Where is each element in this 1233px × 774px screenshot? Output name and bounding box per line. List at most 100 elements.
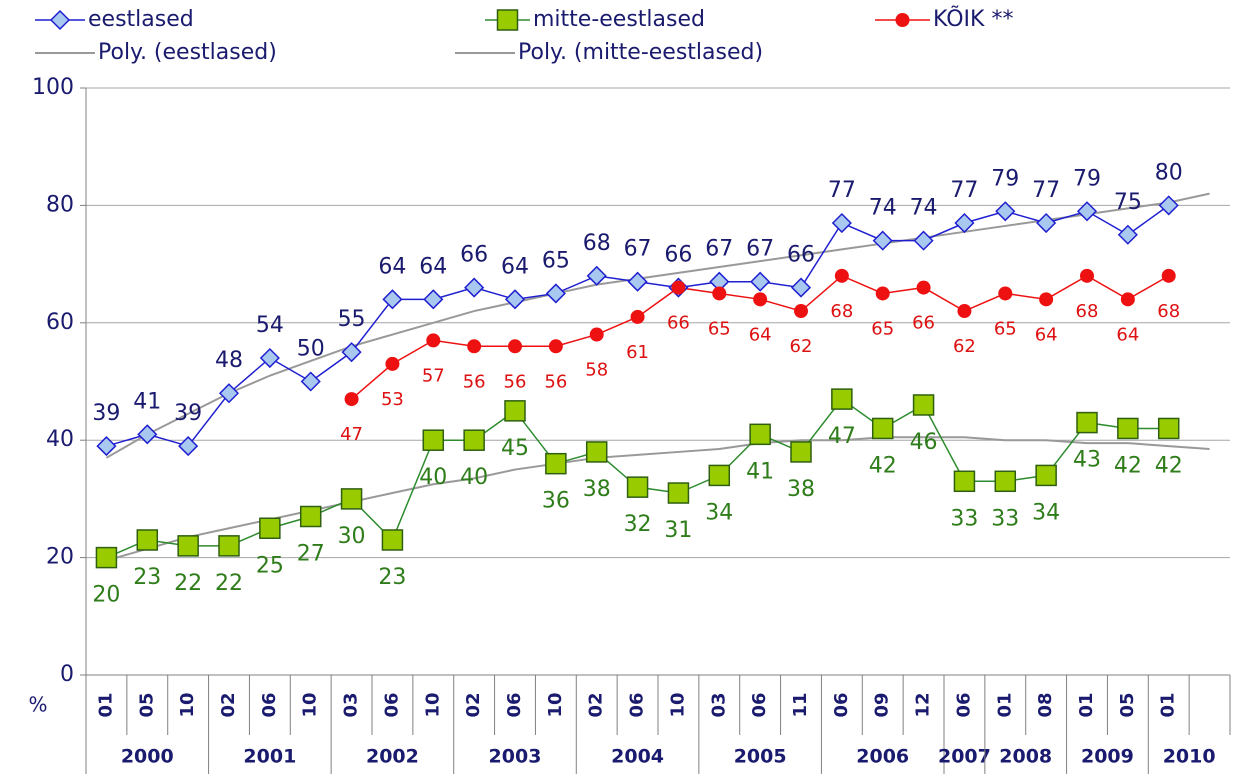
point bbox=[422, 429, 445, 451]
x-tick-label: 01 bbox=[1158, 692, 1179, 717]
data-label: 64 bbox=[501, 254, 529, 279]
point bbox=[913, 230, 934, 251]
data-label: 67 bbox=[624, 237, 652, 262]
data-label: 65 bbox=[871, 318, 894, 339]
data-label: 58 bbox=[585, 360, 608, 381]
x-tick-label: 06 bbox=[953, 692, 974, 717]
x-tick-label: 01 bbox=[95, 692, 116, 717]
point bbox=[1076, 411, 1098, 434]
year-label: 2006 bbox=[856, 746, 909, 768]
data-label: 34 bbox=[1032, 500, 1060, 525]
data-label: 20 bbox=[92, 583, 120, 608]
point bbox=[467, 339, 482, 354]
x-tick-label: 10 bbox=[545, 692, 566, 717]
data-label: 77 bbox=[950, 178, 978, 203]
point bbox=[790, 277, 812, 298]
trend-line bbox=[105, 192, 1210, 459]
point bbox=[708, 464, 731, 487]
data-label: 34 bbox=[705, 500, 733, 525]
data-label: 79 bbox=[1073, 166, 1101, 191]
data-label: 40 bbox=[419, 465, 447, 490]
data-label: 56 bbox=[544, 371, 567, 392]
point bbox=[96, 436, 117, 457]
y-tick-label: 20 bbox=[46, 545, 74, 570]
legend-marker bbox=[49, 9, 71, 31]
data-label: 22 bbox=[174, 571, 202, 596]
data-label: 67 bbox=[705, 237, 733, 262]
data-label: 42 bbox=[1155, 453, 1183, 478]
x-tick-label: 02 bbox=[218, 692, 239, 717]
point bbox=[671, 280, 686, 295]
y-tick-label: 40 bbox=[46, 427, 74, 452]
data-label: 33 bbox=[991, 506, 1019, 531]
year-label: 2003 bbox=[489, 746, 542, 768]
legend-marker bbox=[496, 9, 519, 31]
point bbox=[344, 392, 359, 407]
point bbox=[994, 470, 1017, 493]
point bbox=[259, 517, 281, 539]
y-unit: % bbox=[28, 693, 47, 717]
point bbox=[794, 304, 808, 319]
x-tick-label: 06 bbox=[504, 692, 525, 717]
point bbox=[627, 271, 648, 292]
y-tick-label: 0 bbox=[60, 662, 74, 687]
y-tick-label: 60 bbox=[46, 310, 74, 335]
x-tick-label: 10 bbox=[177, 692, 198, 717]
year-label: 2002 bbox=[366, 746, 419, 768]
data-label: 41 bbox=[746, 459, 774, 484]
point bbox=[916, 280, 931, 295]
data-label: 38 bbox=[787, 477, 815, 502]
point bbox=[341, 342, 362, 363]
year-label: 2000 bbox=[121, 746, 174, 768]
point bbox=[1120, 292, 1135, 307]
data-label: 66 bbox=[664, 243, 692, 268]
data-label: 48 bbox=[215, 348, 243, 373]
point bbox=[831, 388, 853, 410]
point bbox=[218, 535, 240, 557]
x-tick-label: 10 bbox=[300, 692, 321, 717]
point bbox=[957, 304, 972, 319]
data-label: 46 bbox=[910, 430, 938, 455]
point bbox=[300, 371, 321, 392]
point bbox=[1117, 224, 1138, 245]
point bbox=[954, 212, 975, 234]
data-label: 74 bbox=[869, 196, 897, 221]
data-label: 32 bbox=[624, 512, 652, 537]
point bbox=[385, 356, 400, 371]
x-tick-label: 06 bbox=[259, 692, 280, 717]
data-label: 42 bbox=[869, 453, 897, 478]
year-label: 2004 bbox=[611, 746, 664, 768]
point bbox=[834, 268, 849, 283]
data-label: 53 bbox=[381, 389, 404, 410]
data-label: 30 bbox=[338, 524, 366, 549]
data-label: 50 bbox=[297, 337, 325, 362]
point bbox=[340, 488, 363, 510]
x-tick-label: 11 bbox=[790, 692, 811, 717]
data-label: 64 bbox=[378, 254, 406, 279]
point bbox=[545, 452, 567, 475]
data-label: 68 bbox=[1076, 301, 1099, 322]
data-label: 56 bbox=[504, 371, 527, 392]
legend-label: eestlased bbox=[88, 7, 194, 32]
x-tick-label: 08 bbox=[1035, 692, 1056, 717]
year-label: 2009 bbox=[1081, 746, 1134, 768]
data-label: 38 bbox=[583, 477, 611, 502]
x-tick-label: 06 bbox=[749, 692, 770, 717]
x-tick-label: 05 bbox=[1117, 692, 1138, 717]
data-label: 47 bbox=[828, 424, 856, 449]
data-label: 65 bbox=[708, 318, 731, 339]
point bbox=[753, 292, 768, 307]
data-label: 66 bbox=[912, 313, 935, 334]
point bbox=[178, 436, 199, 457]
trend-line bbox=[106, 436, 1210, 562]
data-label: 27 bbox=[297, 542, 325, 567]
data-label: 25 bbox=[256, 553, 284, 578]
point bbox=[1076, 201, 1098, 222]
data-label: 77 bbox=[828, 178, 856, 203]
data-label: 33 bbox=[950, 506, 978, 531]
data-label: 68 bbox=[1157, 301, 1180, 322]
point bbox=[626, 476, 649, 498]
data-label: 80 bbox=[1155, 160, 1183, 185]
point bbox=[463, 429, 485, 451]
